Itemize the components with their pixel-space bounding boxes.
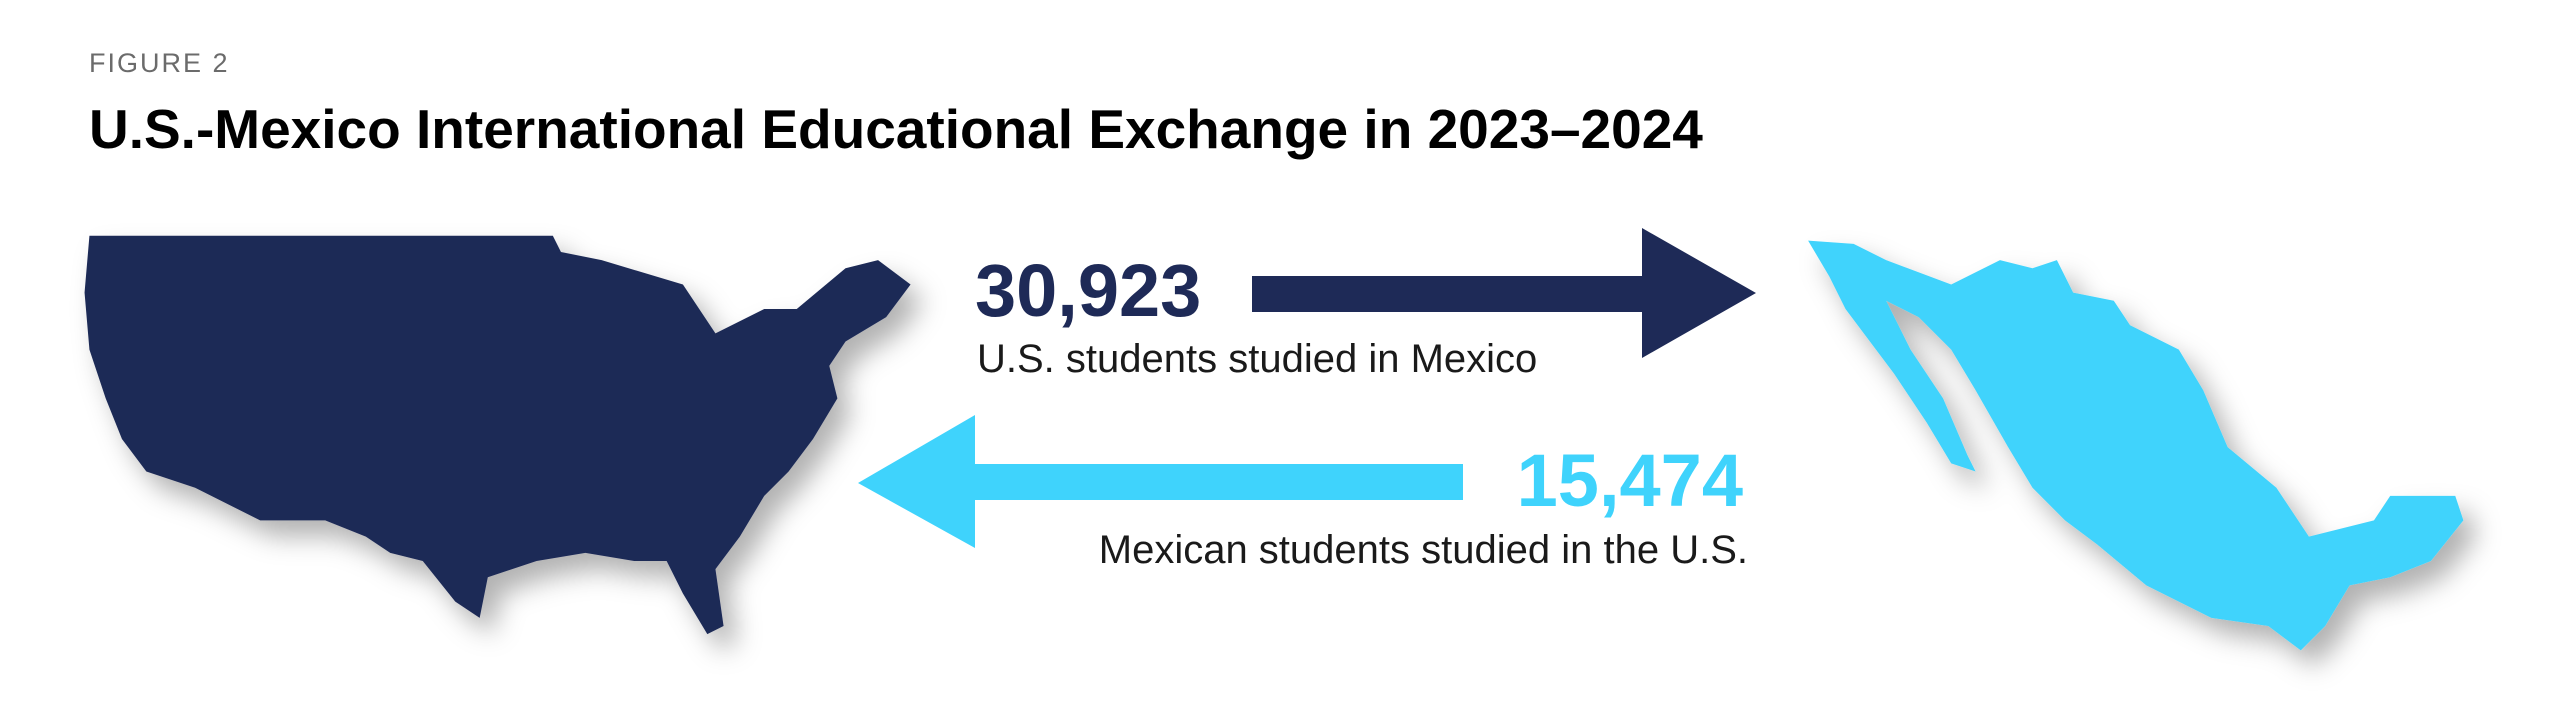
figure-title: U.S.-Mexico International Educational Ex… — [89, 98, 1703, 160]
us-to-mexico-label: U.S. students studied in Mexico — [977, 337, 1537, 381]
arrow-to-mexico — [1252, 228, 1756, 358]
us-map — [84, 235, 911, 635]
figure-label: FIGURE 2 — [89, 48, 230, 78]
arrow-to-us — [858, 415, 1463, 548]
mexico-to-us-count: 15,474 — [1517, 439, 1743, 522]
mexico-to-us-label: Mexican students studied in the U.S. — [1099, 528, 1748, 572]
us-to-mexico-count: 30,923 — [975, 249, 1201, 332]
mexico-map — [1808, 240, 2464, 651]
